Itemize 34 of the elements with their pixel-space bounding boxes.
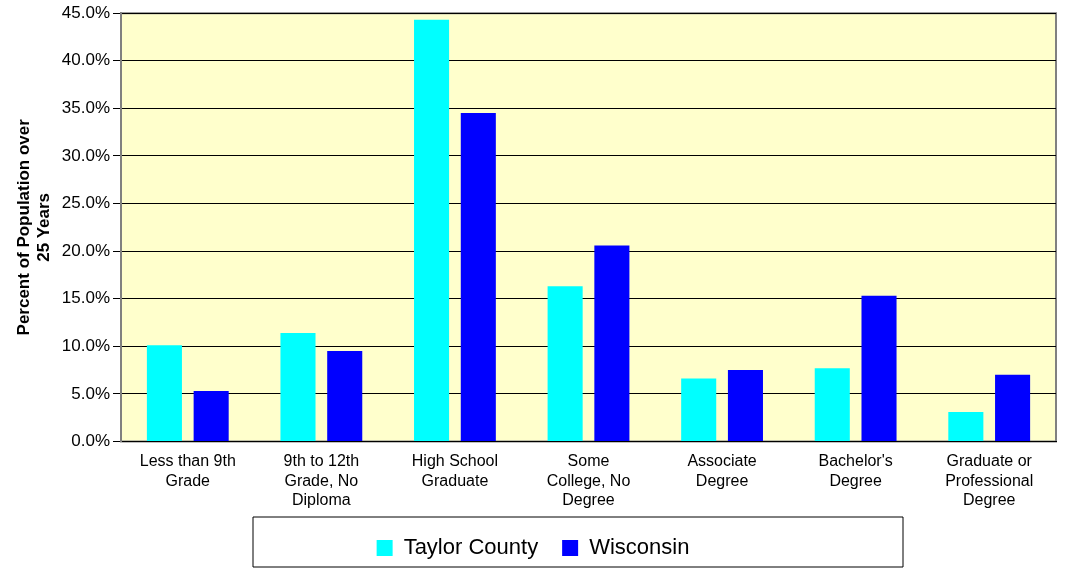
y-tick-label: 5.0% <box>71 383 110 403</box>
y-tick-label: 40.0% <box>61 50 110 70</box>
y-tick-label: 30.0% <box>61 145 110 165</box>
bar <box>861 295 897 441</box>
bar <box>594 245 630 441</box>
y-tick-label: 15.0% <box>61 288 110 308</box>
bar <box>995 374 1031 441</box>
bar <box>280 332 316 441</box>
y-tick-label: 25.0% <box>61 193 110 213</box>
bar <box>681 378 717 441</box>
x-tick-label: Bachelor's Degree <box>818 452 893 489</box>
bar <box>193 390 229 441</box>
x-tick-label: 9th to 12th Grade, No Diploma <box>283 452 360 508</box>
y-tick-label: 0.0% <box>71 431 110 451</box>
y-tick-label: 35.0% <box>61 98 110 118</box>
bar <box>948 411 984 441</box>
y-tick-label: 20.0% <box>61 240 110 260</box>
y-axis-title: Percent of Population over 25 Years <box>13 118 54 336</box>
y-tick-label: 10.0% <box>61 335 110 355</box>
bar <box>814 368 850 441</box>
bar <box>727 370 763 441</box>
x-tick-label: High School Graduate <box>411 452 499 489</box>
x-tick-label: Graduate or Professional Degree <box>945 452 1034 508</box>
bar <box>547 286 583 441</box>
bar <box>327 351 363 441</box>
y-tick-label: 45.0% <box>61 2 110 22</box>
x-tick-label: Associate Degree <box>687 452 757 489</box>
legend-label: Taylor County <box>403 534 539 560</box>
bar <box>146 345 182 441</box>
x-tick-label: Less than 9th Grade <box>139 452 236 489</box>
legend-label: Wisconsin <box>589 534 690 560</box>
bar <box>460 113 496 441</box>
x-tick-label: Some College, No Degree <box>546 452 631 508</box>
bar <box>414 19 450 441</box>
